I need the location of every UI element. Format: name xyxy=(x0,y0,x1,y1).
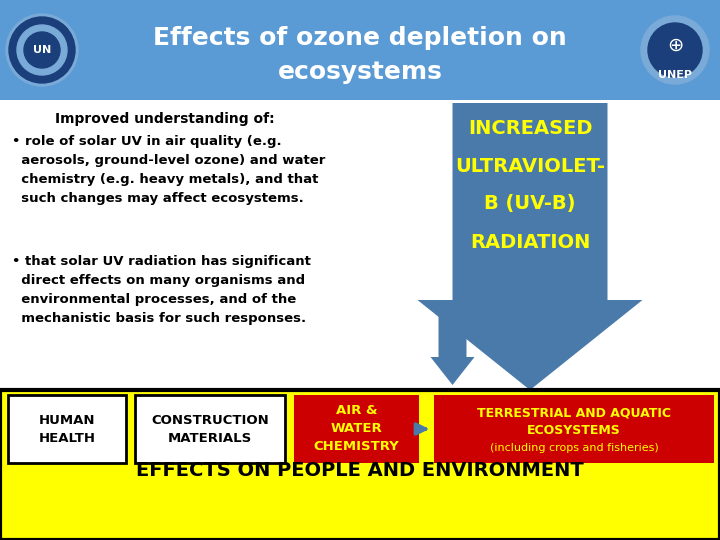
Text: ecosystems: ecosystems xyxy=(278,60,442,84)
Polygon shape xyxy=(418,103,642,390)
Circle shape xyxy=(17,25,67,75)
Text: • that solar UV radiation has significant
  direct effects on many organisms and: • that solar UV radiation has significan… xyxy=(12,255,311,325)
Bar xyxy=(434,395,714,463)
Text: ULTRAVIOLET-: ULTRAVIOLET- xyxy=(455,157,605,176)
Text: UNEP: UNEP xyxy=(658,70,692,80)
Circle shape xyxy=(641,16,709,84)
Text: B (UV-B): B (UV-B) xyxy=(485,194,576,213)
Polygon shape xyxy=(431,300,474,385)
Text: Effects of ozone depletion on: Effects of ozone depletion on xyxy=(153,26,567,50)
Bar xyxy=(135,395,285,463)
Text: TERRESTRIAL AND AQUATIC: TERRESTRIAL AND AQUATIC xyxy=(477,407,671,420)
Text: CONSTRUCTION
MATERIALS: CONSTRUCTION MATERIALS xyxy=(151,414,269,444)
Circle shape xyxy=(6,14,78,86)
Text: EFFECTS ON PEOPLE AND ENVIRONMENT: EFFECTS ON PEOPLE AND ENVIRONMENT xyxy=(136,461,584,480)
Text: RADIATION: RADIATION xyxy=(470,233,590,252)
Circle shape xyxy=(9,17,75,83)
Bar xyxy=(0,100,720,540)
Bar xyxy=(294,395,419,463)
Circle shape xyxy=(648,23,702,77)
Text: • role of solar UV in air quality (e.g.
  aerosols, ground-level ozone) and wate: • role of solar UV in air quality (e.g. … xyxy=(12,135,325,205)
Text: ⊕: ⊕ xyxy=(667,36,683,55)
Text: HUMAN
HEALTH: HUMAN HEALTH xyxy=(38,414,96,444)
Text: AIR &
WATER
CHEMISTRY: AIR & WATER CHEMISTRY xyxy=(314,404,400,454)
Circle shape xyxy=(24,32,60,68)
Text: INCREASED: INCREASED xyxy=(468,118,593,138)
Bar xyxy=(0,390,720,540)
Text: (including crops and fisheries): (including crops and fisheries) xyxy=(490,443,658,453)
Bar xyxy=(8,395,126,463)
Text: UN: UN xyxy=(33,45,51,55)
Text: Improved understanding of:: Improved understanding of: xyxy=(55,112,274,126)
Text: ECOSYSTEMS: ECOSYSTEMS xyxy=(527,424,621,437)
Bar xyxy=(0,0,720,100)
